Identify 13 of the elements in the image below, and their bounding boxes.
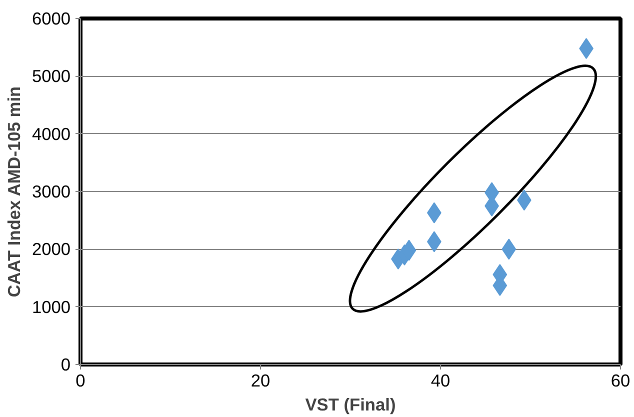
x-tick-label: 0 (76, 370, 86, 390)
y-tick-label: 6000 (32, 8, 71, 28)
x-tick-label: 40 (430, 370, 450, 390)
y-tick-label: 5000 (32, 66, 71, 86)
y-tick-label: 3000 (32, 182, 71, 202)
y-tick-label: 1000 (32, 296, 71, 317)
x-tick-label: 20 (250, 370, 270, 390)
y-tick-label: 2000 (32, 239, 71, 260)
y-tick-label: 4000 (32, 124, 71, 144)
x-axis-title: VST (Final) (305, 394, 396, 414)
y-axis-title: CAAT Index AMD-105 min (4, 86, 24, 298)
y-tick-label: 0 (60, 354, 71, 374)
x-tick-label: 60 (610, 370, 630, 390)
